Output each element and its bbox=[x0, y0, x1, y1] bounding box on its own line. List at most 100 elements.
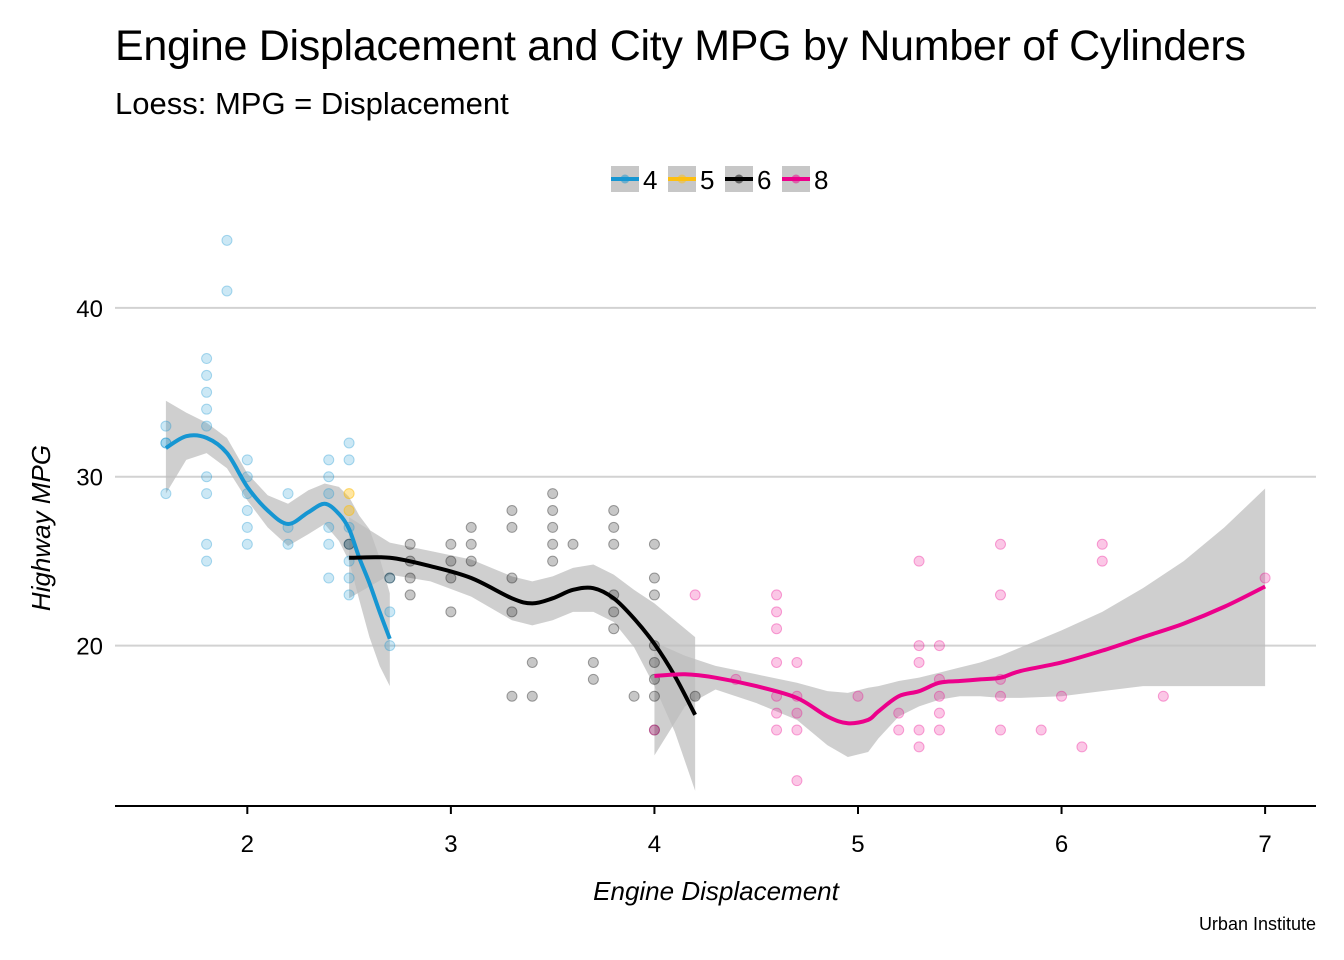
data-point-8 bbox=[791, 656, 803, 668]
data-point-4 bbox=[323, 488, 335, 500]
data-point-8 bbox=[933, 707, 945, 719]
smooth-line-8 bbox=[654, 584, 1267, 726]
data-point-6 bbox=[506, 690, 518, 702]
data-point-6 bbox=[648, 572, 660, 584]
data-point-8 bbox=[1096, 538, 1108, 550]
data-point-5 bbox=[343, 488, 355, 500]
data-point-8 bbox=[791, 707, 803, 719]
data-point-4 bbox=[201, 353, 213, 365]
data-point-4 bbox=[323, 538, 335, 550]
data-point-6 bbox=[547, 555, 559, 567]
data-point-6 bbox=[689, 690, 701, 702]
legend-label-4: 4 bbox=[643, 165, 657, 195]
data-point-6 bbox=[547, 538, 559, 550]
data-point-8 bbox=[771, 656, 783, 668]
data-point-8 bbox=[771, 589, 783, 601]
data-point-6 bbox=[404, 538, 416, 550]
data-point-4 bbox=[221, 234, 233, 246]
y-axis-title: Highway MPG bbox=[26, 445, 56, 611]
x-tick-label: 7 bbox=[1258, 831, 1271, 858]
data-point-4 bbox=[201, 555, 213, 567]
data-point-6 bbox=[567, 538, 579, 550]
data-point-8 bbox=[1056, 690, 1068, 702]
data-point-6 bbox=[465, 555, 477, 567]
confidence-band-6 bbox=[349, 517, 696, 791]
data-point-4 bbox=[201, 488, 213, 500]
x-axis-title: Engine Displacement bbox=[593, 876, 840, 906]
x-tick-label: 6 bbox=[1055, 831, 1068, 858]
legend-label-5: 5 bbox=[700, 165, 714, 195]
data-point-6 bbox=[608, 505, 620, 516]
data-point-6 bbox=[587, 673, 599, 685]
data-point-8 bbox=[913, 555, 925, 567]
data-point-4 bbox=[201, 369, 213, 381]
data-point-6 bbox=[587, 656, 599, 668]
data-point-8 bbox=[893, 724, 905, 736]
data-point-6 bbox=[506, 572, 518, 584]
data-point-4 bbox=[201, 403, 213, 415]
data-point-8 bbox=[994, 538, 1006, 550]
data-point-4 bbox=[241, 454, 253, 466]
data-point-6 bbox=[648, 724, 660, 736]
data-point-6 bbox=[648, 538, 660, 550]
data-point-8 bbox=[791, 724, 803, 736]
data-point-4 bbox=[282, 488, 294, 500]
data-point-4 bbox=[384, 640, 396, 652]
legend-key-point-5 bbox=[677, 174, 687, 184]
confidence-bands bbox=[165, 400, 1266, 791]
data-points bbox=[160, 234, 1271, 787]
data-point-6 bbox=[445, 538, 457, 550]
data-point-5 bbox=[343, 488, 355, 500]
data-point-4 bbox=[384, 606, 396, 618]
data-point-8 bbox=[1035, 724, 1047, 736]
chart-title: Engine Displacement and City MPG by Numb… bbox=[115, 22, 1246, 70]
data-point-4 bbox=[221, 285, 233, 297]
y-tick-label: 20 bbox=[76, 634, 103, 661]
data-point-8 bbox=[933, 724, 945, 736]
legend-label-6: 6 bbox=[757, 165, 771, 195]
confidence-band-8 bbox=[654, 488, 1266, 758]
data-point-6 bbox=[404, 572, 416, 584]
data-point-8 bbox=[893, 707, 905, 719]
data-point-6 bbox=[506, 606, 518, 618]
data-point-6 bbox=[628, 690, 640, 702]
data-point-5 bbox=[343, 505, 355, 516]
data-point-6 bbox=[445, 555, 457, 567]
x-tick-label: 2 bbox=[241, 831, 254, 858]
smooth-line-4 bbox=[164, 433, 392, 640]
data-point-6 bbox=[506, 505, 518, 516]
data-point-6 bbox=[608, 521, 620, 533]
x-tick-label: 3 bbox=[444, 831, 457, 858]
data-point-8 bbox=[689, 589, 701, 601]
data-point-4 bbox=[384, 572, 396, 584]
data-point-8 bbox=[913, 656, 925, 668]
data-point-4 bbox=[343, 454, 355, 466]
data-point-4 bbox=[201, 386, 213, 398]
legend: 4 5 6 8 bbox=[611, 165, 828, 195]
data-point-6 bbox=[648, 656, 660, 668]
data-point-6 bbox=[608, 623, 620, 635]
data-point-6 bbox=[465, 538, 477, 550]
data-point-4 bbox=[241, 505, 253, 516]
data-point-4 bbox=[343, 437, 355, 449]
data-point-6 bbox=[526, 656, 538, 668]
data-point-8 bbox=[994, 690, 1006, 702]
data-point-6 bbox=[648, 589, 660, 601]
data-point-4 bbox=[343, 589, 355, 601]
data-point-5 bbox=[343, 505, 355, 516]
data-point-4 bbox=[160, 488, 172, 500]
data-point-4 bbox=[343, 572, 355, 584]
data-point-6 bbox=[404, 589, 416, 601]
data-point-6 bbox=[465, 521, 477, 533]
data-point-8 bbox=[913, 724, 925, 736]
data-point-4 bbox=[323, 521, 335, 533]
data-point-8 bbox=[913, 741, 925, 753]
data-point-8 bbox=[913, 640, 925, 652]
data-point-8 bbox=[771, 623, 783, 635]
data-point-4 bbox=[323, 454, 335, 466]
data-point-4 bbox=[323, 471, 335, 483]
data-point-8 bbox=[994, 724, 1006, 736]
data-point-8 bbox=[771, 707, 783, 719]
data-point-6 bbox=[384, 572, 396, 584]
